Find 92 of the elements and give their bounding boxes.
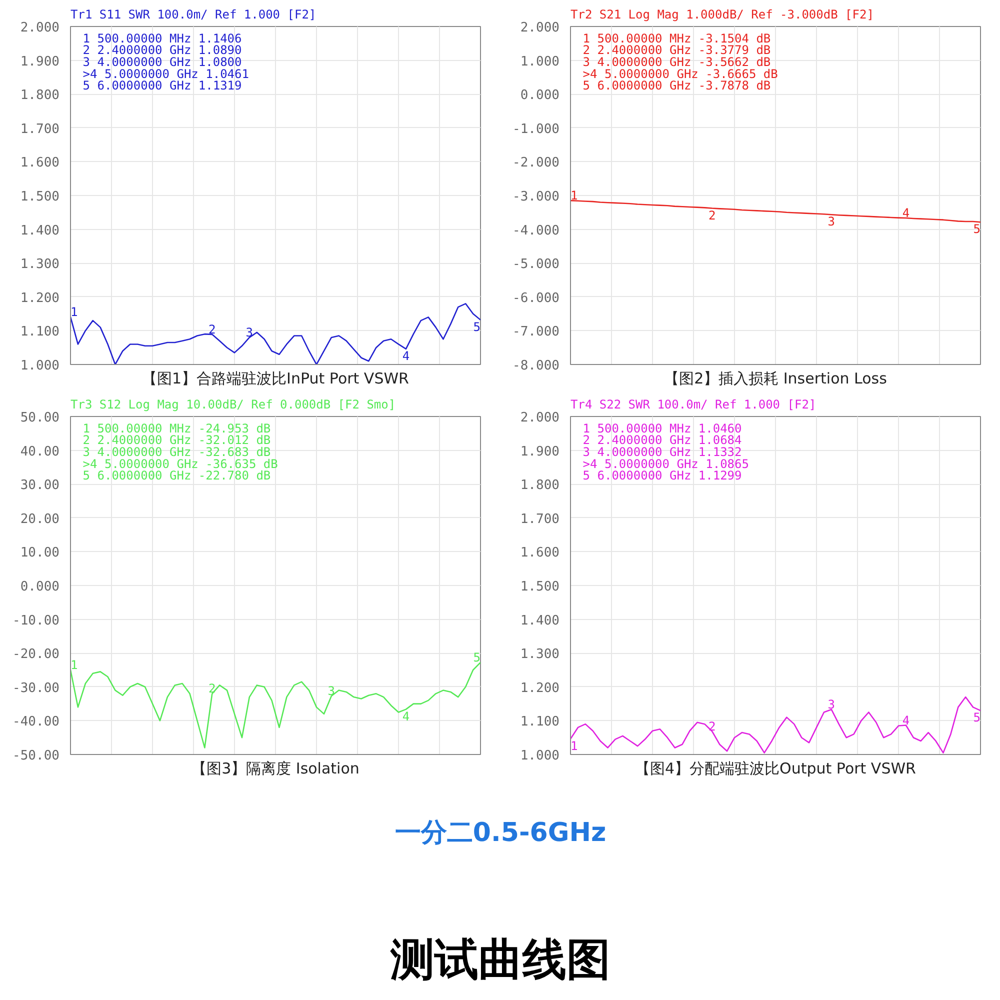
y-tick-label: 1.600 [520,546,560,561]
annotation: 3 [828,697,836,712]
y-tick-label: -7.000 [512,324,560,340]
y-tick-label: 1.300 [20,257,60,272]
annotation: 5 6.0000000 GHz -22.780 dB [82,468,271,483]
chart-title: Tr1 S11 SWR 100.0m/ Ref 1.000 [F2] [70,8,316,22]
annotation: 2 [208,322,216,336]
annotation: 5 [973,222,981,236]
annotation: 2 2.4000000 GHz -3.3779 dB [582,43,771,58]
text: 一分二0.5-6GHz [394,818,606,848]
y-tick-label: 2.000 [520,20,560,36]
y-tick-label: 1.400 [20,223,60,238]
y-tick-label: 1.500 [520,580,560,594]
y-tick-label: 1.300 [520,647,560,662]
y-tick-label: 1.600 [20,156,60,171]
y-tick-label: -30.00 [12,680,60,696]
annotation: 1 [70,658,78,672]
y-tick-label: 1.200 [20,290,60,306]
annotation: 2 2.4000000 GHz -32.012 dB [82,433,271,448]
annotation: 1 500.00000 MHz 1.0460 [582,421,742,436]
chart-title: Tr4 S22 SWR 100.0m/ Ref 1.000 [F2] [570,398,816,412]
y-tick-label: -40.00 [12,714,60,730]
annotation: 1 [70,304,78,319]
annotation: 3 [246,325,254,340]
annotation: 2 2.4000000 GHz 1.0684 [582,433,742,448]
y-tick-label: 40.00 [20,444,60,460]
annotation: 4 [902,206,910,220]
annotation: 3 4.0000000 GHz -32.683 dB [82,444,271,459]
y-tick-label: 1.800 [520,478,560,494]
chart-title: Tr3 S12 Log Mag 10.00dB/ Ref 0.000dB [F2 Smo] [70,398,396,412]
y-tick-label: 50.00 [20,410,60,426]
annotation: 1 500.00000 MHz 1.1406 [82,31,242,46]
x-axis-title: 【图4】分配端驻波比Output Port VSWR [635,760,916,778]
x-axis-title: 【图2】插入损耗 Insertion Loss [664,370,888,388]
annotation: 1 [570,188,578,203]
y-tick-label: -2.000 [512,156,560,171]
y-tick-label: 1.000 [520,54,560,70]
y-tick-label: 30.00 [20,478,60,494]
y-tick-label: 1.700 [20,122,60,137]
y-tick-label: 1.900 [20,54,60,70]
annotation: >4 5.0000000 GHz -36.635 dB [82,456,278,471]
annotation: 5 [473,650,481,664]
annotation: >4 5.0000000 GHz 1.0865 [582,456,749,471]
x-axis-title: 【图3】隔离度 Isolation [192,760,360,778]
y-tick-label: -4.000 [512,223,560,238]
y-tick-label: 1.500 [20,190,60,204]
y-tick-label: 2.000 [20,20,60,36]
y-tick-label: -5.000 [512,257,560,272]
y-tick-label: 1.100 [520,714,560,730]
annotation: 2 [708,208,716,222]
y-tick-label: 1.900 [520,444,560,460]
y-tick-label: -6.000 [512,290,560,306]
y-tick-label: 1.400 [520,613,560,628]
y-tick-label: 1.000 [520,748,560,764]
y-tick-label: 1.200 [520,680,560,696]
chart-title: Tr2 S21 Log Mag 1.000dB/ Ref -3.000dB [F2] [570,8,874,22]
y-tick-label: 1.000 [20,358,60,374]
y-tick-label: 1.700 [520,512,560,527]
y-tick-label: 2.000 [520,410,560,426]
annotation: 1 500.00000 MHz -3.1504 dB [582,31,771,46]
annotation: 1 [570,738,578,753]
y-tick-label: -8.000 [512,358,560,374]
x-axis-title: 【图1】合路端驻波比InPut Port VSWR [142,370,409,388]
y-tick-label: 20.00 [20,512,60,527]
annotation: 5 6.0000000 GHz -3.7878 dB [582,78,771,93]
y-tick-label: -3.000 [512,190,560,204]
annotation: 3 4.0000000 GHz -3.5662 dB [582,54,771,69]
annotation: 5 6.0000000 GHz 1.1319 [82,78,242,93]
annotation: >4 5.0000000 GHz -3.6665 dB [582,66,778,81]
annotation: 4 [902,713,910,728]
annotation: 3 [328,684,336,698]
annotation: 5 6.0000000 GHz 1.1299 [582,468,742,483]
annotation: 3 4.0000000 GHz 1.0800 [82,54,242,69]
y-tick-label: 0.000 [520,88,560,104]
annotation: 5 [473,320,481,334]
y-tick-label: 10.00 [20,546,60,561]
annotation: 3 4.0000000 GHz 1.1332 [582,444,742,459]
annotation: >4 5.0000000 GHz 1.0461 [82,66,249,81]
y-tick-label: 0.000 [20,580,60,594]
text: 测试曲线图 [390,934,610,986]
annotation: 1 500.00000 MHz -24.953 dB [82,421,271,436]
y-tick-label: -10.00 [12,613,60,628]
annotation: 4 [402,709,410,724]
y-tick-label: -1.000 [512,122,560,137]
y-tick-label: 1.800 [20,88,60,104]
annotation: 5 [973,710,981,725]
annotation: 2 2.4000000 GHz 1.0890 [82,43,242,58]
annotation: 4 [402,348,410,363]
y-tick-label: 1.100 [20,324,60,340]
y-tick-label: -20.00 [12,647,60,662]
annotation: 3 [828,214,836,229]
y-tick-label: -50.00 [12,748,60,764]
